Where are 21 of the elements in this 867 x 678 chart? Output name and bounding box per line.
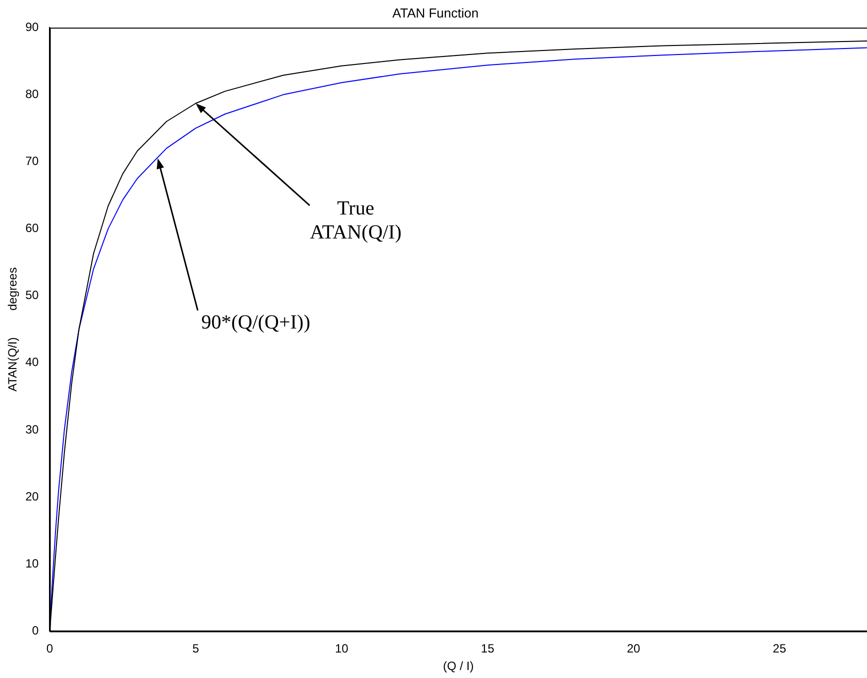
- y-tick-label: 40: [25, 355, 40, 370]
- chart-title: ATAN Function: [392, 5, 479, 20]
- y-tick-label: 30: [25, 422, 40, 436]
- y-axis-title: ATAN(Q/I) degrees: [6, 267, 20, 392]
- y-tick-label: 80: [25, 86, 40, 101]
- x-tick-label: 25: [772, 642, 786, 656]
- annotation: True ATAN(Q/I): [310, 198, 402, 244]
- y-tick-label: 10: [25, 556, 40, 570]
- x-tick-label: 0: [46, 642, 54, 656]
- y-tick-label: 0: [32, 624, 40, 638]
- x-tick-label: 5: [192, 642, 200, 656]
- x-tick-label: 15: [480, 642, 495, 656]
- x-tick-label: 10: [334, 642, 349, 656]
- y-tick-label: 90: [25, 20, 40, 34]
- y-tick-label: 20: [25, 489, 40, 504]
- y-tick-label: 60: [25, 221, 40, 236]
- x-tick-label: 20: [626, 642, 640, 656]
- x-axis-title: (Q / I): [443, 659, 474, 674]
- y-tick-label: 70: [25, 154, 40, 168]
- y-tick-label: 50: [25, 288, 40, 302]
- annotation: 90*(Q/(Q+I)): [201, 312, 310, 334]
